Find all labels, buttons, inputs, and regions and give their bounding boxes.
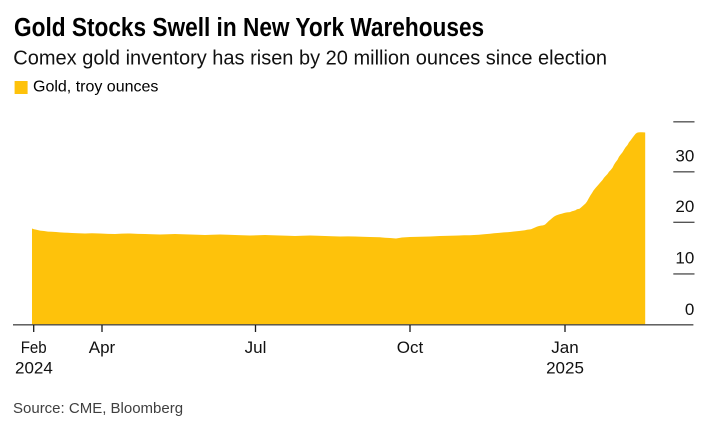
svg-text:Comex gold inventory has risen: Comex gold inventory has risen by 20 mil… bbox=[13, 48, 607, 70]
svg-text:Jul: Jul bbox=[245, 338, 267, 357]
svg-text:Feb: Feb bbox=[21, 338, 47, 357]
svg-text:Jan: Jan bbox=[551, 338, 578, 357]
svg-text:20: 20 bbox=[675, 197, 694, 216]
svg-text:2025: 2025 bbox=[546, 359, 584, 378]
svg-text:Gold Stocks Swell in New York: Gold Stocks Swell in New York Warehouses bbox=[14, 13, 484, 42]
svg-text:Apr: Apr bbox=[89, 338, 116, 357]
svg-text:Gold, troy ounces: Gold, troy ounces bbox=[33, 79, 158, 96]
svg-text:30: 30 bbox=[675, 147, 694, 166]
svg-text:0: 0 bbox=[685, 300, 694, 319]
svg-text:Source: CME, Bloomberg: Source: CME, Bloomberg bbox=[13, 400, 183, 417]
svg-text:2024: 2024 bbox=[15, 359, 53, 378]
svg-text:Oct: Oct bbox=[397, 338, 424, 357]
svg-text:10: 10 bbox=[675, 249, 694, 268]
